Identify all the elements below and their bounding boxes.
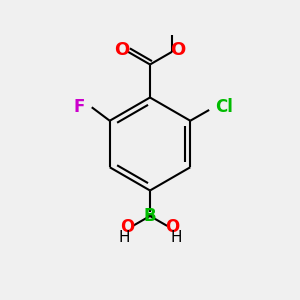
Text: F: F: [74, 98, 85, 116]
Text: O: O: [114, 41, 129, 59]
Text: O: O: [170, 41, 185, 59]
Text: O: O: [165, 218, 179, 236]
Text: H: H: [170, 230, 182, 245]
Text: B: B: [144, 207, 156, 225]
Text: Cl: Cl: [215, 98, 233, 116]
Text: H: H: [118, 230, 130, 245]
Text: O: O: [121, 218, 135, 236]
